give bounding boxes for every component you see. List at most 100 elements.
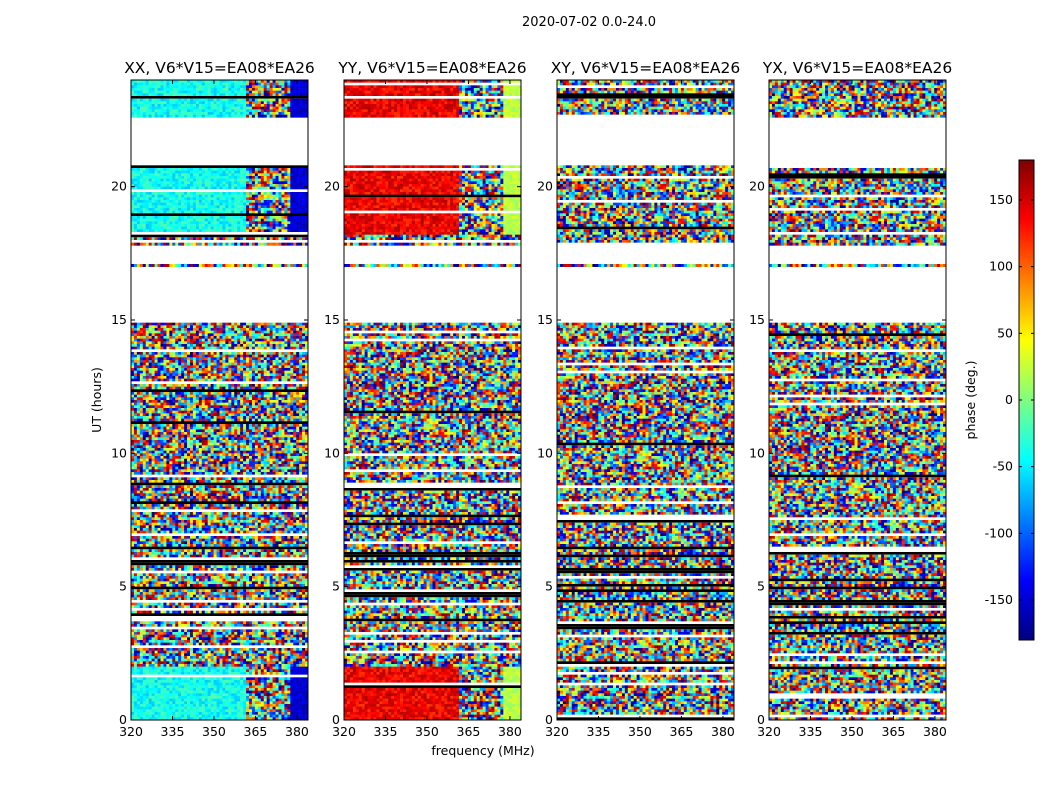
- phase-cell: [293, 386, 297, 390]
- phase-cell: [178, 242, 182, 246]
- phase-cell: [136, 418, 141, 422]
- phase-cell: [210, 338, 214, 342]
- phase-cell: [246, 98, 250, 102]
- phase-cell: [210, 322, 214, 326]
- phase-cell: [216, 101, 220, 105]
- phase-cell: [172, 109, 176, 113]
- phase-cell: [219, 82, 223, 86]
- phase-cell: [145, 90, 149, 94]
- phase-cell: [178, 98, 182, 102]
- phase-cell: [145, 194, 149, 198]
- phase-cell: [243, 405, 247, 409]
- phase-cell: [204, 432, 208, 435]
- phase-cell: [305, 333, 309, 337]
- phase-cell: [131, 400, 135, 403]
- phase-cell: [234, 362, 238, 366]
- phase-cell: [254, 224, 259, 227]
- phase-cell: [240, 186, 244, 190]
- phase-cell: [305, 397, 309, 401]
- phase-cell: [257, 424, 262, 427]
- phase-cell: [269, 205, 273, 209]
- phase-cell: [198, 181, 203, 185]
- phase-cell: [163, 368, 167, 371]
- phase-cell: [163, 176, 167, 179]
- phase-cell: [263, 112, 267, 115]
- phase-cell: [195, 368, 200, 371]
- phase-cell: [160, 437, 164, 441]
- phase-cell: [269, 376, 273, 379]
- phase-cell: [228, 85, 232, 89]
- phase-cell: [192, 229, 197, 233]
- phase-cell: [234, 352, 238, 355]
- phase-cell: [243, 194, 247, 198]
- phase-cell: [290, 448, 294, 451]
- phase-cell: [136, 93, 141, 97]
- phase-cell: [231, 346, 235, 350]
- phase-cell: [222, 168, 226, 171]
- phase-cell: [131, 376, 135, 379]
- phase-cell: [281, 432, 285, 435]
- phase-cell: [187, 429, 191, 433]
- phase-cell: [136, 109, 141, 113]
- phase-cell: [216, 330, 220, 334]
- phase-cell: [231, 229, 235, 233]
- phase-cell: [278, 208, 282, 211]
- phase-cell: [287, 400, 291, 403]
- phase-cell: [157, 386, 161, 390]
- phase-cell: [139, 429, 144, 433]
- phase-cell: [234, 442, 238, 446]
- phase-cell: [131, 98, 135, 102]
- phase-cell: [275, 437, 279, 441]
- phase-cell: [172, 440, 176, 443]
- phase-cell: [133, 82, 138, 86]
- phase-cell: [175, 400, 179, 403]
- phase-cell: [287, 200, 291, 203]
- phase-cell: [154, 362, 158, 366]
- phase-cell: [187, 360, 191, 363]
- phase-cell: [160, 370, 164, 374]
- phase-cell: [278, 354, 282, 358]
- phase-cell: [296, 80, 300, 83]
- phase-cell: [187, 178, 191, 182]
- phase-cell: [219, 368, 223, 371]
- phase-cell: [139, 445, 144, 449]
- phase-cell: [201, 346, 206, 350]
- phase-cell: [133, 224, 138, 227]
- phase-cell: [195, 432, 200, 435]
- phase-cell: [234, 448, 238, 451]
- phase-cell: [240, 210, 244, 214]
- phase-cell: [222, 373, 226, 377]
- phase-cell: [281, 178, 285, 182]
- phase-cell: [272, 210, 276, 214]
- phase-cell: [284, 208, 288, 211]
- phase-cell: [195, 184, 200, 187]
- phase-cell: [163, 192, 167, 195]
- phase-cell: [281, 424, 285, 427]
- phase-cell: [275, 106, 279, 110]
- phase-cell: [228, 98, 232, 102]
- phase-cell: [266, 202, 270, 206]
- phase-cell: [305, 106, 309, 110]
- phase-cell: [263, 333, 267, 337]
- phase-cell: [246, 378, 250, 382]
- phase-cell: [166, 82, 170, 86]
- phase-cell: [210, 384, 214, 387]
- phase-cell: [166, 221, 170, 225]
- phase-cell: [299, 378, 303, 382]
- phase-cell: [181, 442, 185, 446]
- phase-cell: [151, 173, 155, 177]
- phase-cell: [154, 264, 158, 267]
- phase-cell: [139, 184, 144, 187]
- phase-cell: [284, 402, 288, 406]
- phase-cell: [187, 416, 191, 419]
- phase-cell: [166, 408, 170, 411]
- phase-cell: [204, 98, 208, 102]
- phase-cell: [263, 384, 267, 387]
- phase-cell: [260, 322, 265, 326]
- phase-cell: [278, 218, 282, 222]
- phase-cell: [181, 344, 185, 347]
- phase-cell: [166, 405, 170, 409]
- phase-cell: [302, 186, 306, 190]
- phase-cell: [151, 226, 155, 230]
- phase-cell: [131, 205, 135, 209]
